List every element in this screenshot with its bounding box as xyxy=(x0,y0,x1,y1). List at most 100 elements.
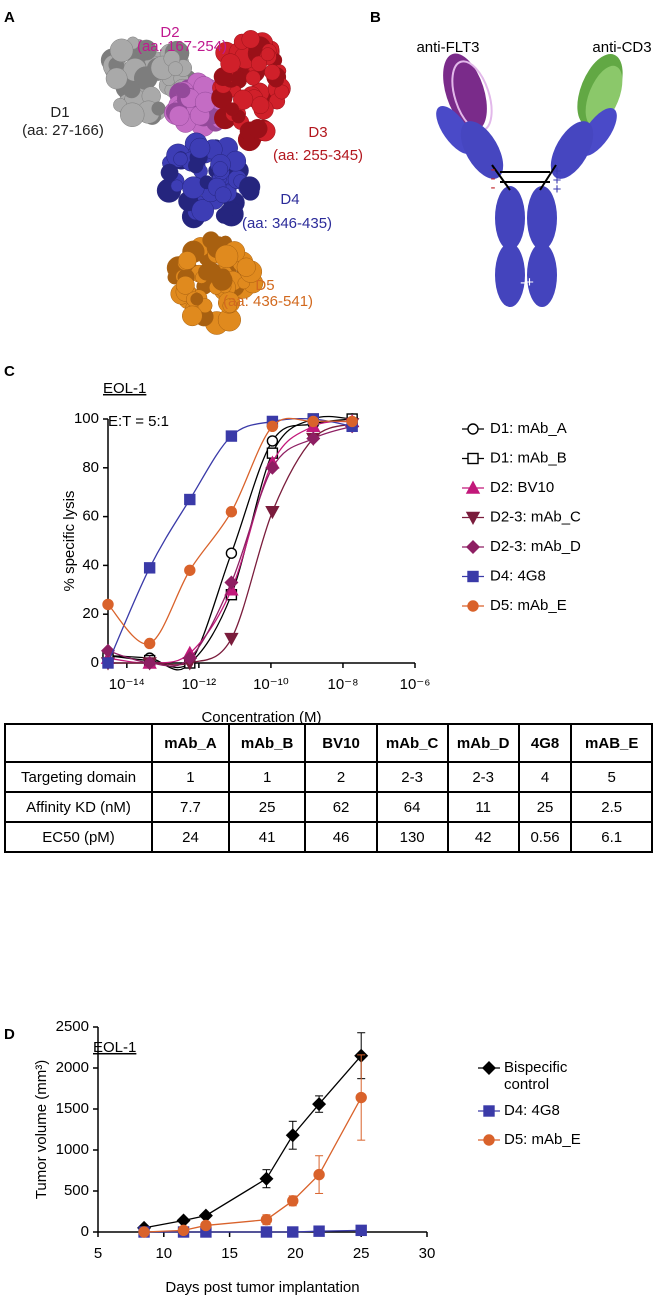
table-row: EC50 (pM) 24 41 46 130 42 0.56 6.1 xyxy=(3,821,653,853)
x-tick-label: 20 xyxy=(287,1245,304,1262)
table-cell: 41 xyxy=(227,821,307,853)
column-header: BV10 xyxy=(304,723,378,763)
data-point xyxy=(285,1128,300,1143)
hinge xyxy=(491,164,511,191)
series-line xyxy=(143,1055,362,1229)
data-point xyxy=(200,1219,212,1232)
positive-charge: + xyxy=(553,181,562,198)
row-header: Targeting domain xyxy=(3,761,154,793)
data-point xyxy=(260,1226,273,1238)
data-point xyxy=(313,1225,325,1237)
x-tick-label: 5 xyxy=(94,1245,102,1262)
data-point xyxy=(184,564,196,576)
data-point xyxy=(465,511,481,525)
surface-bump xyxy=(220,53,241,74)
surface-bump xyxy=(187,157,204,174)
legend-label: D1: mAb_A xyxy=(490,420,567,437)
table-cell: 25 xyxy=(227,791,307,823)
antibody-label: anti-CD3 xyxy=(592,39,651,56)
x-tick-label: 10 xyxy=(155,1245,172,1262)
surface-bump xyxy=(176,275,195,295)
x-tick-label: 25 xyxy=(353,1245,370,1262)
table-cell: 1 xyxy=(151,761,230,793)
data-point xyxy=(182,651,197,666)
series-line xyxy=(107,420,353,664)
data-point xyxy=(102,657,114,669)
surface-bump xyxy=(214,186,232,204)
table-cell: 11 xyxy=(446,791,520,823)
domain-name: D5 xyxy=(255,277,274,294)
data-point xyxy=(259,1171,274,1186)
data-point xyxy=(483,1105,495,1117)
series-line xyxy=(107,417,353,645)
antibody-domain xyxy=(527,243,557,307)
legend-label: D2-3: mAb_D xyxy=(490,538,581,555)
row-header: EC50 (pM) xyxy=(3,821,154,853)
domain-range: (aa: 436-541) xyxy=(223,293,313,310)
y-tick-label: 500 xyxy=(64,1182,89,1199)
data-point xyxy=(466,540,480,554)
y-tick-label: 2500 xyxy=(56,1018,89,1035)
antibody-domain xyxy=(460,121,504,179)
surface-bump xyxy=(178,251,197,270)
table-cell: 24 xyxy=(151,821,230,853)
y-axis-label: Tumor volume (mm³) xyxy=(33,1060,50,1199)
surface-bump xyxy=(136,44,152,60)
legend-label: D5: mAb_E xyxy=(490,597,567,614)
antibody-domain xyxy=(495,243,525,307)
table-cell: 2-3 xyxy=(446,761,520,793)
table-cell: 7.7 xyxy=(151,791,230,823)
table-cell: 2-3 xyxy=(375,761,449,793)
surface-bump xyxy=(236,257,256,277)
surface-bump xyxy=(170,179,184,193)
x-axis-label: Days post tumor implantation xyxy=(165,1279,359,1296)
data-point xyxy=(312,1097,327,1112)
panel-label: D xyxy=(4,1026,15,1043)
surface-bump xyxy=(190,292,204,306)
table-header: mAb_A mAb_B BV10 mAb_C mAb_D 4G8 mAB_E xyxy=(3,723,653,763)
surface-bump xyxy=(225,102,240,117)
data-point xyxy=(467,452,479,465)
domain-name: D1 xyxy=(50,104,69,121)
x-tick-label: 30 xyxy=(419,1245,436,1262)
table-cell: 62 xyxy=(304,791,378,823)
surface-bump xyxy=(214,244,239,269)
positive-charge: + xyxy=(553,163,562,180)
data-point xyxy=(313,1168,325,1181)
column-header: mAb_A xyxy=(151,723,230,763)
data-point xyxy=(482,1061,496,1075)
domain-name: D3 xyxy=(308,124,327,141)
data-point xyxy=(307,415,319,428)
table-row: Targeting domain 1 1 2 2-3 2-3 4 5 xyxy=(3,761,653,793)
data-point xyxy=(266,435,279,447)
y-tick-label: 1500 xyxy=(56,1100,89,1117)
y-tick-label: 60 xyxy=(82,508,99,525)
hinge xyxy=(539,164,557,191)
series-line xyxy=(107,415,353,669)
chart-title: EOL-1 xyxy=(93,1039,136,1056)
y-tick-label: 0 xyxy=(81,1223,89,1240)
surface-bump xyxy=(233,89,254,110)
surface-bump xyxy=(241,30,260,49)
protein-domain-surface xyxy=(211,30,291,152)
y-tick-label: 1000 xyxy=(56,1141,89,1158)
antibody-domain xyxy=(585,65,623,127)
surface-bump xyxy=(264,64,281,81)
column-header: mAb_D xyxy=(446,723,520,763)
legend-label: D4: 4G8 xyxy=(504,1102,560,1119)
data-point xyxy=(355,1091,367,1104)
x-tick-label: 15 xyxy=(221,1245,238,1262)
table-cell: 1 xyxy=(227,761,307,793)
protein-domain-surface xyxy=(100,36,197,127)
protein-domain-surface xyxy=(156,132,261,229)
domain-range: (aa: 255-345) xyxy=(273,147,363,164)
antibody-label: anti-FLT3 xyxy=(416,39,479,56)
y-tick-label: 40 xyxy=(82,556,99,573)
legend-label: D4: 4G8 xyxy=(490,567,546,584)
data-point xyxy=(224,575,239,590)
row-header: Affinity KD (nM) xyxy=(3,791,154,823)
y-tick-label: 100 xyxy=(74,410,99,427)
surface-bump xyxy=(160,163,179,182)
